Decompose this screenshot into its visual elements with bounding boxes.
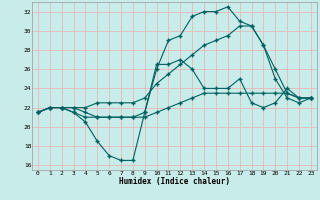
X-axis label: Humidex (Indice chaleur): Humidex (Indice chaleur) (119, 177, 230, 186)
